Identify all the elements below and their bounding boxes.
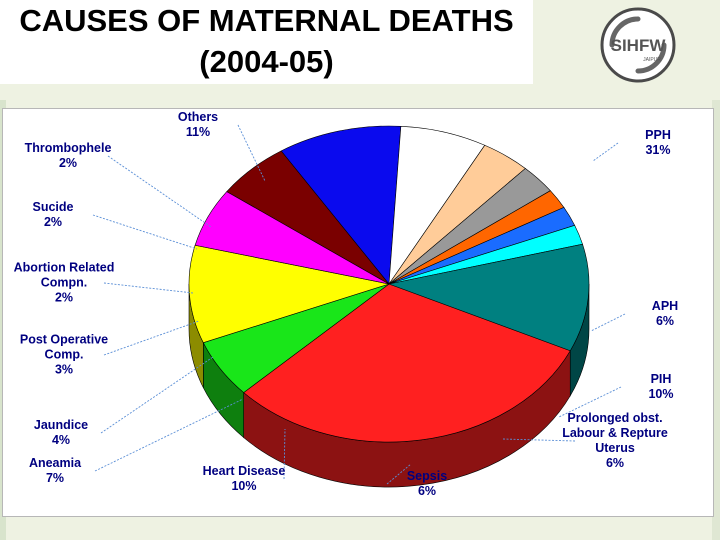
leader-line-sucide xyxy=(92,214,198,250)
leader-line-thrombophele xyxy=(107,155,212,228)
logo-arc-icon xyxy=(609,16,641,48)
sihfw-logo: SIHFW JAIPUR xyxy=(600,7,676,83)
leader-line-pph xyxy=(592,142,619,162)
slice-label-abortion-related-compn: Abortion Related Compn. 2% xyxy=(14,261,115,305)
leader-line-abortion-related-compn xyxy=(103,282,194,294)
slice-label-aph: APH 6% xyxy=(652,299,678,328)
logo-subtext: JAIPUR xyxy=(643,57,661,63)
logo-text: SIHFW xyxy=(611,36,667,55)
leader-lines xyxy=(92,124,626,485)
leader-line-post-operative-comp xyxy=(103,320,200,356)
chart-title: CAUSES OF MATERNAL DEATHS xyxy=(19,3,514,38)
title-box: CAUSES OF MATERNAL DEATHS (2004-05) xyxy=(0,0,533,84)
slice-label-post-operative-comp: Post Operative Comp. 3% xyxy=(20,333,108,377)
slice-label-prolonged-obst-labour-repture-uterus: Prolonged obst. Labour & Repture Uterus 6% xyxy=(562,411,668,470)
leader-line-aph xyxy=(590,313,626,332)
slice-others xyxy=(387,243,590,352)
slice-pih xyxy=(188,244,390,344)
slice-label-others: Others 11% xyxy=(178,110,218,139)
logo-arc-icon xyxy=(635,42,667,74)
slice-label-sepsis: Sepsis 6% xyxy=(407,469,447,498)
slice-pph xyxy=(243,283,571,443)
slice-label-jaundice: Jaundice 4% xyxy=(34,418,88,447)
leader-line-heart-disease xyxy=(283,428,286,480)
leader-line-prolonged-obst-labour-repture-uterus xyxy=(502,438,576,442)
slice-label-pph: PPH 31% xyxy=(645,128,671,157)
slice-label-heart-disease: Heart Disease 10% xyxy=(203,464,286,493)
chart-subtitle: (2004-05) xyxy=(199,44,334,79)
leader-line-sepsis xyxy=(386,463,412,485)
pie-tops xyxy=(188,125,590,443)
slice-label-aneamia: Aneamia 7% xyxy=(29,456,82,485)
slice-label-sucide: Sucide 2% xyxy=(33,200,74,229)
chart-frame: PPH 31% APH 6% PIH 10% Prolonged obst. Labour &… xyxy=(2,108,714,517)
right-edge-strip xyxy=(712,100,720,540)
slice-label-pih: PIH 10% xyxy=(648,372,673,401)
pie-chart: PPH 31% APH 6% PIH 10% Prolonged obst. Labour &… xyxy=(14,110,679,498)
slice-heart-disease xyxy=(280,125,402,285)
leader-line-aneamia xyxy=(94,398,244,472)
slice-label-thrombophele: Thrombophele 2% xyxy=(25,141,112,170)
slice-labels: PPH 31% APH 6% PIH 10% Prolonged obst. Labour &… xyxy=(14,110,679,498)
leader-line-pih xyxy=(558,386,622,418)
leader-line-jaundice xyxy=(100,356,214,434)
